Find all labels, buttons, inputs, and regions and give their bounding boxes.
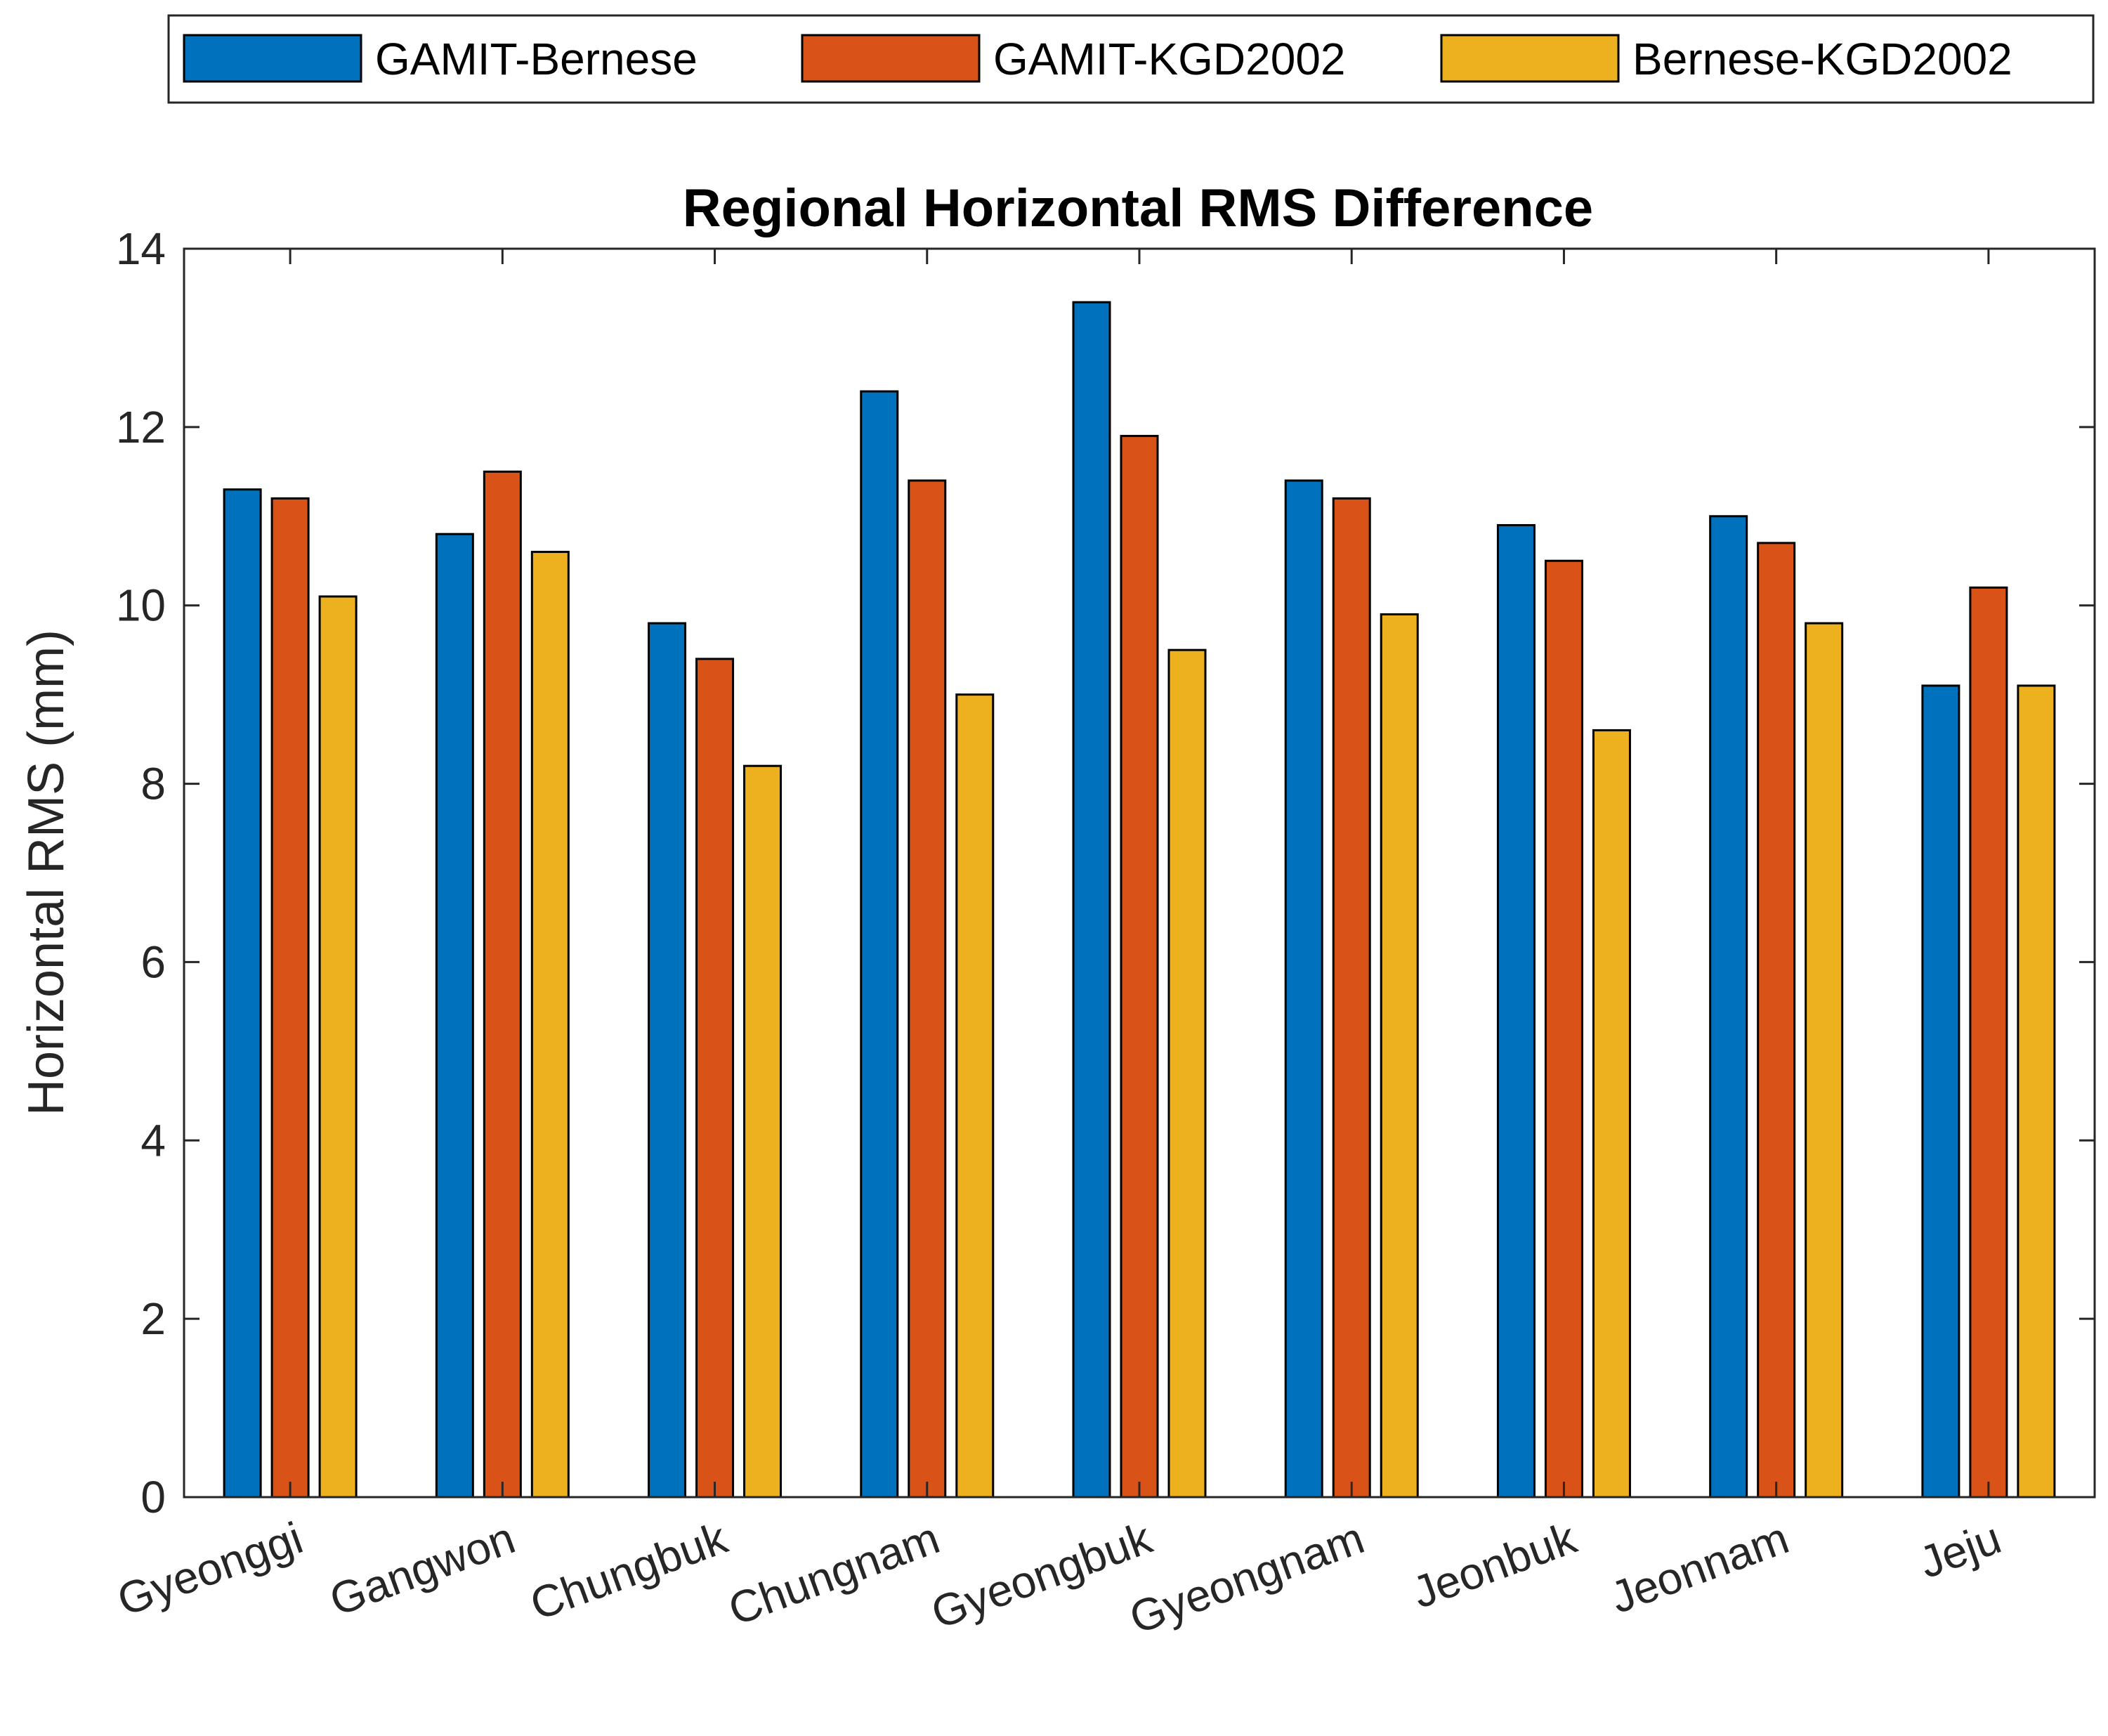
- legend-label: GAMIT-Bernese: [375, 34, 698, 84]
- y-tick-label: 6: [140, 936, 166, 987]
- bar-gamit-kgd2002-gyeonggi: [270, 497, 310, 1499]
- legend-box: [167, 14, 2095, 104]
- bar-bernese-kgd2002-chungbuk: [743, 764, 783, 1499]
- bar-gamit-kgd2002-jeonnam: [1757, 542, 1796, 1499]
- bar-gamit-kgd2002-chungbuk: [695, 658, 735, 1499]
- bar-bernese-kgd2002-gyeongbuk: [1167, 648, 1207, 1499]
- y-tick-label: 12: [116, 402, 166, 452]
- legend-swatch: [801, 34, 981, 83]
- y-axis: 0 2 4 6 8 10 12 14: [116, 223, 2095, 1522]
- bar-gamit-bernese-gyeongbuk: [1072, 301, 1111, 1499]
- x-tick-label: Chungnam: [722, 1512, 946, 1635]
- x-tick-label: Gyeongnam: [1123, 1512, 1370, 1643]
- bar-bernese-kgd2002-jeju: [2017, 684, 2056, 1499]
- x-tick-label: Jeju: [1913, 1512, 2008, 1588]
- x-tick-label: Gyeongbuk: [925, 1512, 1159, 1638]
- bar-gamit-bernese-gyeongnam: [1284, 479, 1323, 1499]
- bar-bernese-kgd2002-gyeongnam: [1380, 613, 1419, 1499]
- y-tick-label: 10: [116, 580, 166, 631]
- bar-gamit-bernese-jeonnam: [1709, 515, 1748, 1499]
- bar-gamit-bernese-jeju: [1921, 684, 1960, 1499]
- y-axis-label: Horizontal RMS (mm): [18, 629, 74, 1116]
- bar-gamit-kgd2002-gangwon: [483, 470, 522, 1499]
- bar-gamit-bernese-jeonbuk: [1496, 523, 1536, 1499]
- bar-gamit-kgd2002-jeju: [1969, 586, 2008, 1499]
- x-tick-label: Gangwon: [323, 1512, 521, 1625]
- bars-group: [223, 301, 2056, 1499]
- bar-bernese-kgd2002-jeonbuk: [1592, 729, 1631, 1499]
- x-tick-label: Jeonnam: [1604, 1512, 1795, 1623]
- bar-bernese-kgd2002-jeonnam: [1805, 622, 1844, 1499]
- y-tick-label: 4: [140, 1115, 166, 1166]
- bar-gamit-bernese-gangwon: [435, 533, 474, 1499]
- bar-gamit-kgd2002-gyeongnam: [1332, 497, 1371, 1499]
- legend-swatch: [183, 34, 362, 83]
- bar-gamit-kgd2002-jeonbuk: [1544, 559, 1583, 1499]
- bar-gamit-kgd2002-chungnam: [908, 479, 947, 1499]
- y-tick-label: 8: [140, 759, 166, 809]
- chart-title: Regional Horizontal RMS Difference: [683, 178, 1593, 238]
- bar-bernese-kgd2002-chungnam: [955, 693, 995, 1499]
- y-tick-label: 2: [140, 1293, 166, 1344]
- bar-bernese-kgd2002-gyeonggi: [318, 595, 358, 1499]
- legend-label: Bernese-KGD2002: [1632, 34, 2012, 84]
- legend-label: GAMIT-KGD2002: [993, 34, 1346, 84]
- bar-bernese-kgd2002-gangwon: [530, 551, 570, 1499]
- y-tick-label: 0: [140, 1472, 166, 1522]
- bar-gamit-bernese-chungnam: [860, 390, 899, 1499]
- bar-gamit-bernese-chungbuk: [648, 622, 687, 1499]
- x-tick-label: Gyeonggi: [111, 1512, 309, 1625]
- legend: GAMIT-Bernese GAMIT-KGD2002 Bernese-KGD200…: [167, 14, 2095, 104]
- bar-gamit-bernese-gyeonggi: [223, 488, 262, 1499]
- bar-gamit-kgd2002-gyeongbuk: [1120, 435, 1159, 1499]
- y-tick-label: 14: [116, 223, 166, 274]
- legend-swatch: [1440, 34, 1620, 83]
- x-tick-label: Jeonbuk: [1406, 1512, 1583, 1618]
- x-tick-label: Chungbuk: [524, 1512, 735, 1630]
